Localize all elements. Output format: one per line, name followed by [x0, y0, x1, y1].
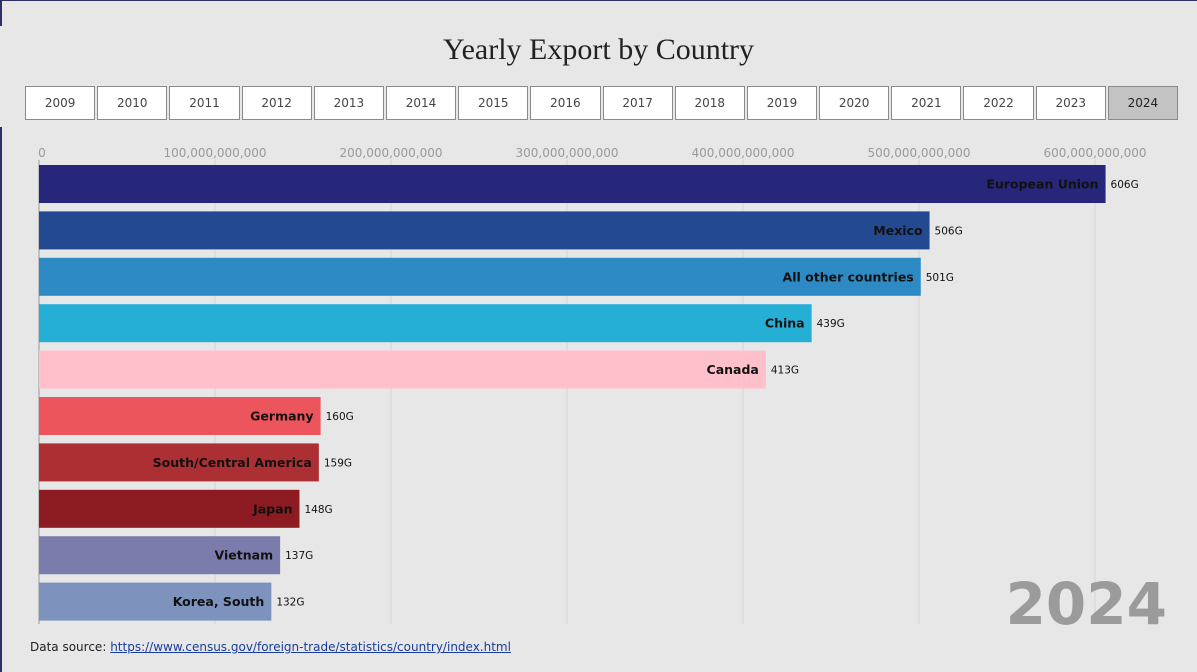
data-source: Data source: https://www.census.gov/fore…	[30, 640, 511, 654]
data-source-link[interactable]: https://www.census.gov/foreign-trade/sta…	[110, 640, 511, 654]
year-button-2014[interactable]: 2014	[385, 86, 457, 120]
year-button-2011[interactable]: 2011	[169, 86, 240, 120]
x-tick-label: 600,000,000,000	[1043, 146, 1146, 160]
year-button-2010[interactable]: 2010	[97, 86, 168, 120]
bar-category-label: China	[765, 316, 805, 331]
x-tick-label: 300,000,000,000	[515, 146, 618, 160]
bar-category-label: European Union	[986, 177, 1098, 192]
bar-category-label: Canada	[707, 362, 759, 377]
year-selector: 2009 2010 2011 2012 2013 2014 2015 2016 2017 2018…	[25, 86, 1178, 120]
bar	[39, 350, 766, 389]
year-button-2020[interactable]: 2020	[819, 86, 890, 120]
window-frame-left	[0, 0, 2, 26]
bar-category-label: Vietnam	[215, 548, 274, 563]
bar-category-label: Germany	[250, 409, 313, 424]
bar	[39, 536, 281, 575]
year-button-2016[interactable]: 2016	[530, 86, 601, 120]
bar	[39, 397, 321, 435]
x-tick-label: 200,000,000,000	[339, 146, 442, 160]
bar-category-label: Korea, South	[173, 594, 265, 609]
bar	[39, 489, 300, 528]
window-frame-left-lower	[0, 127, 2, 672]
bar-value-label: 159G	[324, 457, 352, 469]
bar-value-label: 413G	[771, 365, 799, 377]
data-source-label: Data source:	[30, 640, 111, 654]
year-button-2023[interactable]: 2023	[1035, 86, 1106, 120]
year-button-2018[interactable]: 2018	[674, 86, 745, 120]
year-button-2024[interactable]: 2024	[1107, 86, 1178, 120]
bar-value-label: 148G	[304, 504, 332, 516]
year-button-2012[interactable]: 2012	[241, 86, 312, 120]
x-tick-label: 500,000,000,000	[867, 146, 970, 160]
current-year-display: 2024	[1005, 570, 1167, 638]
bar-category-label: South/Central America	[153, 455, 312, 470]
bar-category-label: Japan	[252, 501, 292, 516]
x-tick-label: 400,000,000,000	[691, 146, 794, 160]
bar	[39, 211, 930, 250]
bar-value-label: 132G	[276, 597, 304, 609]
window-frame-top	[0, 0, 1197, 1]
year-button-2022[interactable]: 2022	[963, 86, 1034, 120]
bar-value-label: 606G	[1111, 179, 1139, 191]
year-button-2013[interactable]: 2013	[313, 86, 384, 120]
chart-title: Yearly Export by Country	[442, 33, 755, 66]
year-button-2017[interactable]: 2017	[602, 86, 673, 120]
bar-value-label: 439G	[817, 318, 845, 330]
bar	[39, 304, 812, 343]
bar	[39, 257, 921, 296]
bar	[39, 443, 319, 482]
bar-value-label: 160G	[326, 411, 354, 423]
x-tick-label: 0	[38, 146, 46, 160]
bar-value-label: 137G	[285, 550, 313, 562]
bar-value-label: 501G	[926, 272, 954, 284]
bar-value-label: 506G	[935, 225, 963, 237]
year-button-2021[interactable]: 2021	[891, 86, 962, 120]
bar-category-label: Mexico	[873, 223, 923, 238]
year-button-2015[interactable]: 2015	[458, 86, 529, 120]
year-button-2009[interactable]: 2009	[25, 86, 96, 120]
year-button-2019[interactable]: 2019	[746, 86, 818, 120]
bar-category-label: All other countries	[783, 269, 914, 284]
x-tick-label: 100,000,000,000	[163, 146, 266, 160]
bar	[39, 165, 1106, 203]
bar	[39, 582, 272, 621]
